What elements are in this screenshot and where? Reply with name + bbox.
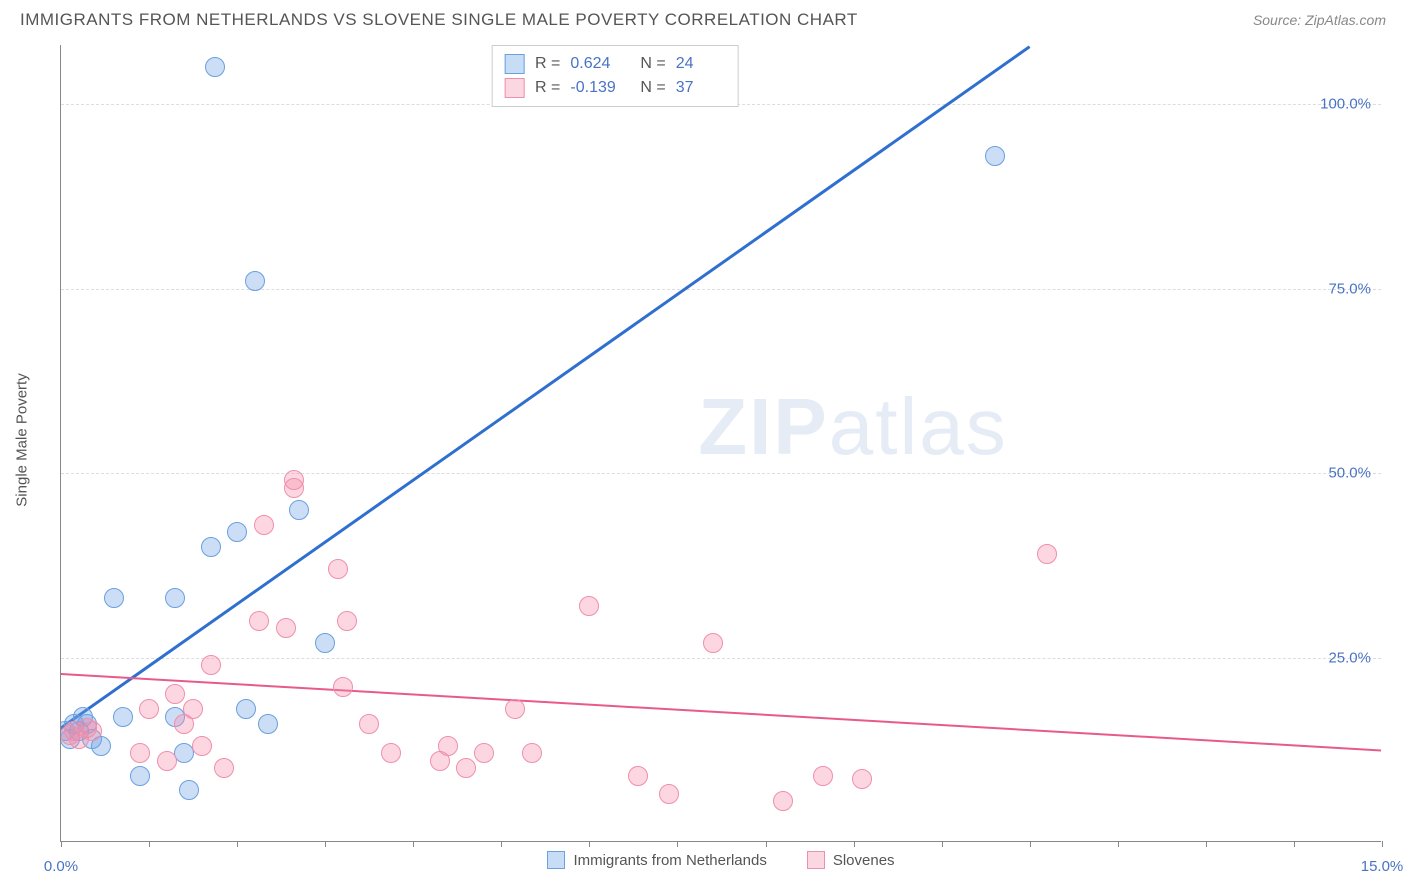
scatter-point xyxy=(205,57,225,77)
scatter-point xyxy=(359,714,379,734)
r-value: -0.139 xyxy=(570,79,620,97)
n-value: 37 xyxy=(676,79,726,97)
scatter-point xyxy=(328,559,348,579)
y-tick-label: 25.0% xyxy=(1328,649,1371,666)
scatter-point xyxy=(333,677,353,697)
scatter-point xyxy=(249,611,269,631)
scatter-point xyxy=(258,714,278,734)
scatter-point xyxy=(201,655,221,675)
scatter-point xyxy=(659,784,679,804)
scatter-point xyxy=(773,791,793,811)
n-label: N = xyxy=(640,55,665,73)
n-value: 24 xyxy=(676,55,726,73)
scatter-point xyxy=(157,751,177,771)
scatter-point xyxy=(579,596,599,616)
gridline-horizontal xyxy=(61,658,1381,659)
scatter-point xyxy=(474,743,494,763)
x-tick xyxy=(1294,841,1295,847)
x-tick xyxy=(942,841,943,847)
scatter-point xyxy=(438,736,458,756)
trend-line xyxy=(61,45,1030,741)
legend-swatch xyxy=(547,851,565,869)
scatter-point xyxy=(337,611,357,631)
y-tick-label: 75.0% xyxy=(1328,280,1371,297)
watermark: ZIPatlas xyxy=(698,381,1007,473)
trend-line xyxy=(61,672,1381,751)
scatter-point xyxy=(201,537,221,557)
scatter-point xyxy=(289,500,309,520)
scatter-point xyxy=(456,758,476,778)
legend-swatch xyxy=(505,78,525,98)
x-tick xyxy=(1206,841,1207,847)
scatter-point xyxy=(315,633,335,653)
scatter-point xyxy=(1037,544,1057,564)
scatter-point xyxy=(104,588,124,608)
scatter-point xyxy=(703,633,723,653)
scatter-point xyxy=(165,684,185,704)
scatter-point xyxy=(130,766,150,786)
r-label: R = xyxy=(535,79,560,97)
x-tick xyxy=(1382,841,1383,847)
correlation-legend: R = 0.624 N = 24 R = -0.139 N = 37 xyxy=(492,45,739,107)
x-tick xyxy=(1118,841,1119,847)
scatter-point xyxy=(236,699,256,719)
scatter-point xyxy=(113,707,133,727)
legend-label: Immigrants from Netherlands xyxy=(573,852,766,869)
x-tick xyxy=(325,841,326,847)
scatter-point xyxy=(82,721,102,741)
x-tick xyxy=(413,841,414,847)
gridline-horizontal xyxy=(61,473,1381,474)
x-tick xyxy=(237,841,238,847)
scatter-point xyxy=(284,478,304,498)
scatter-point xyxy=(245,271,265,291)
x-tick xyxy=(501,841,502,847)
scatter-point xyxy=(214,758,234,778)
scatter-point xyxy=(522,743,542,763)
correlation-legend-row: R = 0.624 N = 24 xyxy=(505,52,726,76)
x-tick xyxy=(854,841,855,847)
chart-plot-area: ZIPatlas0.0%15.0%R =0.624N =24R =-0.139N… xyxy=(60,45,1381,842)
scatter-point xyxy=(276,618,296,638)
x-tick xyxy=(149,841,150,847)
series-legend-item: Slovenes xyxy=(807,851,895,869)
x-tick xyxy=(589,841,590,847)
scatter-point xyxy=(165,588,185,608)
scatter-point xyxy=(227,522,247,542)
chart-title: IMMIGRANTS FROM NETHERLANDS VS SLOVENE S… xyxy=(20,10,858,30)
scatter-point xyxy=(179,780,199,800)
x-tick xyxy=(766,841,767,847)
scatter-point xyxy=(628,766,648,786)
correlation-legend-row: R = -0.139 N = 37 xyxy=(505,76,726,100)
legend-swatch xyxy=(505,54,525,74)
source-attribution: Source: ZipAtlas.com xyxy=(1253,12,1386,28)
scatter-point xyxy=(130,743,150,763)
x-tick xyxy=(1030,841,1031,847)
legend-label: Slovenes xyxy=(833,852,895,869)
scatter-point xyxy=(254,515,274,535)
legend-swatch xyxy=(807,851,825,869)
x-tick xyxy=(61,841,62,847)
scatter-point xyxy=(192,736,212,756)
r-value: 0.624 xyxy=(570,55,620,73)
scatter-point xyxy=(813,766,833,786)
x-tick xyxy=(677,841,678,847)
r-label: R = xyxy=(535,55,560,73)
scatter-point xyxy=(852,769,872,789)
y-axis-label: Single Male Poverty xyxy=(14,373,31,506)
scatter-point xyxy=(381,743,401,763)
n-label: N = xyxy=(640,79,665,97)
scatter-point xyxy=(505,699,525,719)
scatter-point xyxy=(139,699,159,719)
series-legend: Immigrants from Netherlands Slovenes xyxy=(61,851,1381,869)
clip-region: ZIPatlas xyxy=(61,45,1381,841)
scatter-point xyxy=(985,146,1005,166)
scatter-point xyxy=(183,699,203,719)
y-tick-label: 100.0% xyxy=(1320,96,1371,113)
series-legend-item: Immigrants from Netherlands xyxy=(547,851,766,869)
y-tick-label: 50.0% xyxy=(1328,465,1371,482)
